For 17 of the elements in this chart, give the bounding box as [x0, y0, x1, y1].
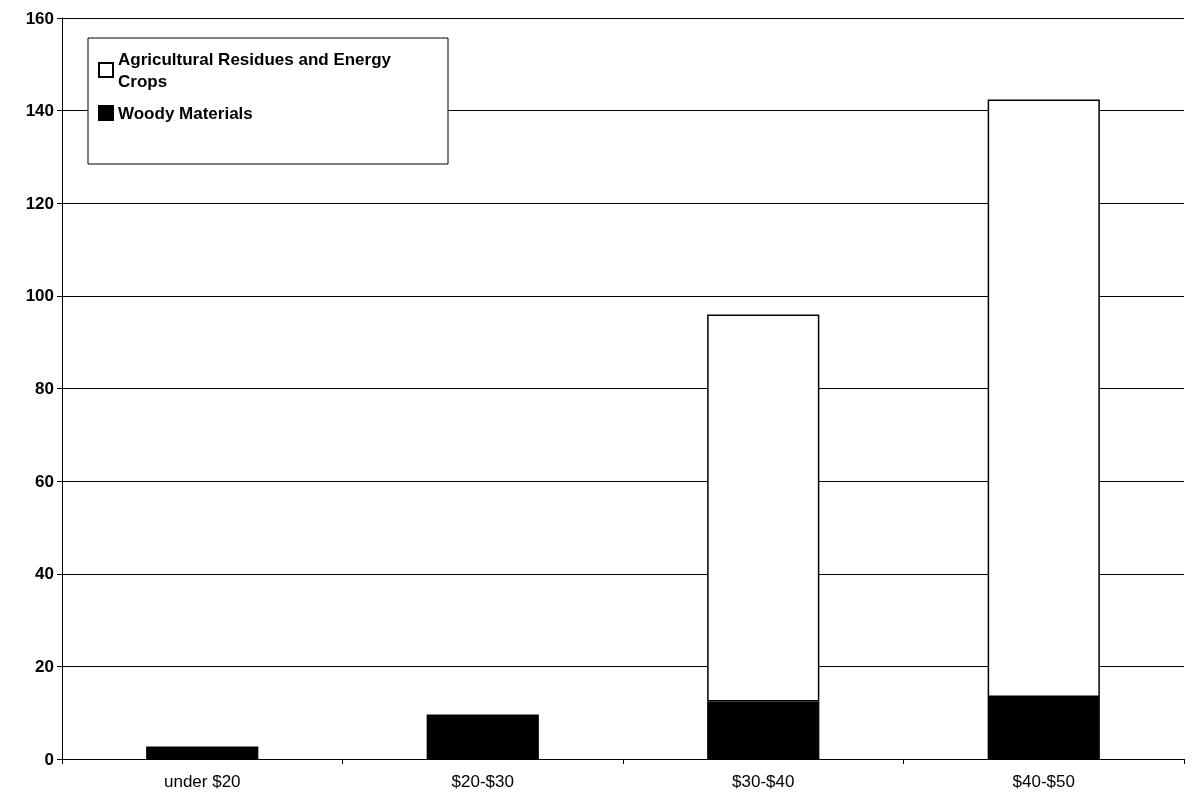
y-tick-label: 60 [35, 471, 54, 491]
x-tick-label: $30-$40 [732, 772, 795, 791]
y-tick-label: 80 [35, 379, 54, 398]
legend-label: Woody Materials [118, 103, 253, 123]
y-tick-label: 0 [44, 749, 54, 769]
y-tick-label: 140 [25, 101, 54, 121]
x-tick-label: under $20 [163, 772, 241, 791]
bar [426, 714, 539, 759]
y-tick-label: 120 [25, 193, 54, 213]
y-tick-label: 40 [35, 564, 54, 584]
x-tick-label: $40-$50 [1012, 772, 1075, 791]
bar [146, 746, 259, 759]
legend-label: Agricultural Residues and Energy Crops [118, 49, 396, 91]
y-tick-label: 100 [25, 286, 54, 306]
y-tick-label: 20 [35, 656, 54, 676]
y-tick-label: 160 [25, 8, 54, 28]
x-tick-label: $20-$30 [451, 772, 514, 791]
